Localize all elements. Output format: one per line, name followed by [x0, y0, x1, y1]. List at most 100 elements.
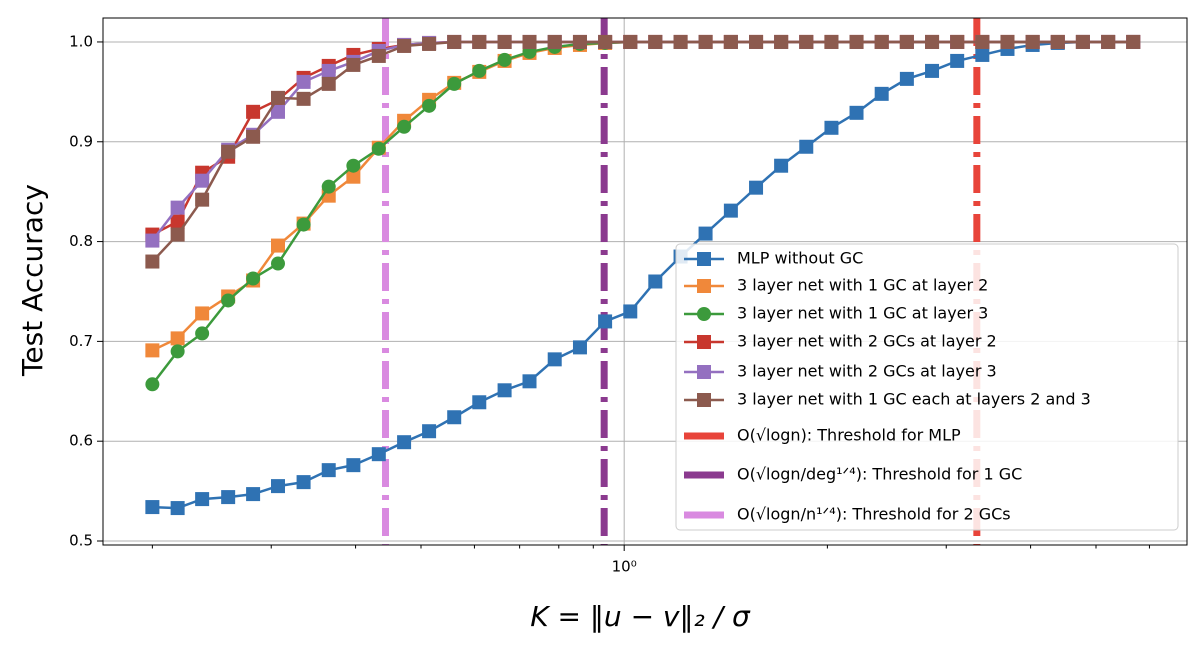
marker	[522, 374, 537, 389]
legend-label: 3 layer net with 1 GC at layer 2	[737, 276, 988, 295]
marker	[447, 34, 462, 49]
marker	[371, 48, 386, 63]
y-tick-label: 0.7	[69, 332, 93, 350]
marker	[346, 169, 361, 184]
marker	[170, 200, 185, 215]
marker	[497, 383, 512, 398]
marker	[422, 424, 437, 439]
marker	[697, 393, 711, 407]
legend-label: 3 layer net with 2 GCs at layer 2	[737, 332, 997, 351]
marker	[145, 254, 160, 269]
marker	[824, 120, 839, 135]
marker	[1101, 34, 1116, 49]
marker	[145, 377, 160, 392]
marker	[648, 34, 663, 49]
marker	[497, 34, 512, 49]
marker	[950, 34, 965, 49]
marker	[799, 139, 814, 154]
legend-label: O(√logn/deg¹ᐟ⁴): Threshold for 1 GC	[737, 465, 1022, 484]
marker	[221, 293, 236, 308]
marker	[371, 141, 386, 156]
marker	[1000, 34, 1015, 49]
marker	[598, 34, 613, 49]
marker	[145, 233, 160, 248]
marker	[397, 119, 412, 134]
marker	[321, 63, 336, 78]
y-tick-label: 0.6	[69, 432, 93, 450]
marker	[497, 52, 512, 67]
marker	[246, 271, 261, 286]
marker	[749, 34, 764, 49]
marker	[472, 34, 487, 49]
marker	[975, 34, 990, 49]
marker	[723, 203, 738, 218]
marker	[221, 490, 236, 505]
marker	[447, 410, 462, 425]
marker	[195, 192, 210, 207]
plot-frame	[102, 17, 1188, 546]
marker	[950, 53, 965, 68]
marker	[547, 34, 562, 49]
marker	[270, 90, 285, 105]
marker	[698, 34, 713, 49]
marker	[195, 173, 210, 188]
marker	[170, 501, 185, 516]
series-line	[152, 40, 1134, 510]
y-axis-label: Test Accuracy	[16, 184, 49, 377]
marker	[472, 395, 487, 410]
legend-label: 3 layer net with 1 GC at layer 3	[737, 304, 988, 323]
marker	[170, 227, 185, 242]
marker	[874, 86, 889, 101]
marker	[246, 104, 261, 119]
marker	[774, 34, 789, 49]
marker	[925, 34, 940, 49]
marker	[321, 463, 336, 478]
marker	[598, 314, 613, 329]
marker	[296, 217, 311, 232]
y-tick-label: 0.5	[69, 532, 93, 550]
legend-box	[675, 243, 1179, 531]
legend-label: 3 layer net with 2 GCs at layer 3	[737, 362, 997, 381]
marker	[296, 475, 311, 490]
marker	[1025, 34, 1040, 49]
marker	[195, 326, 210, 341]
marker	[698, 226, 713, 241]
y-tick-label: 1.0	[69, 32, 93, 50]
series-line	[151, 40, 1134, 263]
marker	[296, 91, 311, 106]
legend-label: O(√logn): Threshold for MLP	[737, 426, 961, 445]
marker	[673, 34, 688, 49]
marker	[321, 76, 336, 91]
marker	[1075, 34, 1090, 49]
marker	[246, 129, 261, 144]
marker	[145, 343, 160, 358]
marker	[824, 34, 839, 49]
marker	[697, 279, 711, 293]
legend-label: 3 layer net with 1 GC each at layers 2 a…	[737, 390, 1091, 409]
marker	[270, 256, 285, 271]
marker	[975, 47, 990, 62]
series-line	[151, 40, 1134, 236]
marker	[547, 352, 562, 367]
marker	[522, 34, 537, 49]
marker	[170, 214, 185, 229]
marker	[371, 447, 386, 462]
marker	[422, 36, 437, 51]
marker	[170, 331, 185, 346]
marker	[321, 179, 336, 194]
marker	[422, 98, 437, 113]
y-tick-label: 0.9	[69, 132, 93, 150]
marker	[697, 307, 711, 321]
marker	[270, 104, 285, 119]
marker	[195, 492, 210, 507]
x-axis-label: K = ‖u − v‖₂ / σ	[530, 600, 751, 633]
marker	[849, 105, 864, 120]
marker	[1050, 34, 1065, 49]
marker	[572, 340, 587, 355]
marker	[1126, 34, 1141, 49]
marker	[270, 238, 285, 253]
marker	[623, 304, 638, 319]
marker	[346, 158, 361, 173]
marker	[697, 335, 711, 349]
marker	[697, 252, 711, 266]
